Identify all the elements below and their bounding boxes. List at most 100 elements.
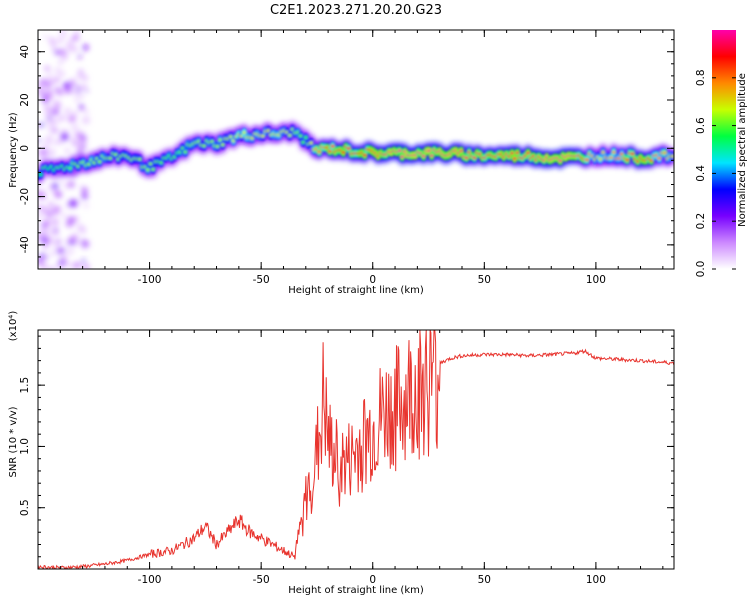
spectrogram-noise-speck [56, 238, 62, 245]
spectrogram-ridge-peak [512, 156, 517, 161]
spectrogram-ridge-peak [303, 135, 308, 140]
snr-x-tick-label: 0 [369, 574, 376, 586]
spectrogram-ridge-peak [526, 151, 531, 155]
spectrogram-noise-speck [73, 46, 79, 52]
spectrogram-noise-speck [54, 140, 59, 145]
spectrogram-ridge-peak [662, 151, 667, 155]
spectrogram-noise-speck [61, 53, 68, 60]
spectrogram-noise-speck [82, 231, 86, 235]
spectrogram-noise-speck [48, 201, 54, 207]
spectrogram-noise-speck [43, 188, 47, 193]
spectrogram-noise-speck [75, 239, 82, 246]
snr-x-tick-label: 100 [586, 574, 606, 586]
spectrogram-noise-speck [79, 104, 84, 109]
spectrogram-noise-speck [52, 183, 59, 190]
spectrogram-ridge-peak [108, 156, 113, 160]
spectrogram-noise-speck [79, 185, 84, 189]
spectrogram-noise-speck [72, 140, 77, 146]
colorbar-label: Normalized spectral amplitude [737, 73, 748, 227]
spectrogram-noise-speck [81, 84, 87, 90]
colorbar-tick-label: 0.0 [695, 261, 707, 278]
spectrogram-noise-speck [79, 134, 85, 139]
colorbar-ticks: 0.0 0.2 0.4 0.6 0.8 [695, 69, 736, 277]
spectrogram-x-tick-label: 0 [369, 274, 376, 286]
spectrogram-noise-speck [51, 107, 60, 116]
spectrogram-noise-speck [38, 152, 41, 157]
spectrogram-ridge-peak [584, 158, 589, 162]
spectrogram-noise-speck [58, 70, 66, 78]
spectrogram-noise-speck [83, 265, 88, 269]
spectrogram-noise-speck [69, 78, 76, 85]
spectrogram-ridge-peak [341, 150, 346, 154]
spectrogram-noise-speck [74, 30, 80, 35]
spectrogram-noise-speck [67, 114, 76, 123]
spectrogram-noise-speck [67, 180, 75, 188]
spectrogram-noise-speck [42, 93, 47, 99]
spectrogram-noise-speck [84, 109, 89, 114]
spectrogram-y-tick-label: -40 [19, 236, 31, 253]
spectrogram-ridge-peak [202, 144, 207, 148]
colorbar-tick-label: 0.6 [695, 117, 707, 134]
spectrogram-noise-speck [64, 222, 68, 227]
spectrogram-ridge-peak [515, 151, 520, 155]
snr-chart: -100 -50 0 50 100 0.5 1.0 1.5 Height of straig… [8, 311, 675, 596]
spectrogram-noise-speck [40, 253, 44, 257]
spectrogram-noise-speck [54, 49, 60, 56]
spectrogram-noise-speck [64, 107, 72, 115]
spectrogram-ridge-peak [657, 156, 662, 160]
snr-x-tick-label: 50 [478, 574, 491, 586]
spectrogram-noise-speck [56, 37, 63, 44]
spectrogram-noise-speck [56, 262, 64, 269]
spectrogram-noise-speck [61, 213, 66, 218]
colorbar-gradient [712, 30, 736, 269]
spectrogram-ridge-peak [509, 151, 514, 155]
spectrogram-y-ticks: -40 -20 0 20 40 [19, 39, 674, 270]
spectrogram-ridge-peak [151, 167, 156, 171]
spectrogram-noise-speck [44, 65, 50, 72]
spectrogram-noise-speck [74, 131, 82, 139]
spectrogram-noise-speck [47, 73, 53, 80]
spectrogram-noise-speck [84, 203, 89, 208]
spectrogram-noise-speck [75, 84, 80, 89]
spectrogram-noise-speck [73, 261, 81, 269]
spectrogram-noise-speck [61, 128, 66, 133]
spectrogram-noise-speck [65, 241, 70, 246]
spectrogram-ridge-peak [97, 160, 102, 164]
spectrogram-noise-speck [60, 132, 69, 141]
spectrogram-y-tick-label: -20 [19, 188, 31, 205]
spectrogram-ridge-peak [400, 155, 405, 159]
spectrogram-noise-speck [81, 258, 86, 263]
spectrogram-noise-speck [53, 205, 61, 214]
spectrogram-ridge-peak [330, 144, 335, 148]
spectrogram-noise-speck [82, 116, 90, 125]
spectrogram-noise-speck [41, 226, 49, 234]
spectrogram-x-tick-label: -100 [138, 274, 162, 286]
snr-y-label: SNR (10 * v/v) [8, 406, 19, 477]
spectrogram-noise-speck [77, 200, 82, 205]
spectrogram-noise-speck [45, 237, 52, 244]
snr-y-tick-label: 1.0 [19, 438, 31, 455]
spectrogram-noise-speck [72, 124, 79, 131]
spectrogram-noise-speck [64, 86, 73, 94]
spectrogram-noise-speck [76, 147, 81, 152]
spectrogram-ridge-peak [611, 150, 616, 154]
spectrogram-noise-speck [77, 54, 82, 59]
spectrogram-noise-speck [43, 34, 47, 39]
snr-marks [38, 330, 674, 569]
spectrogram-ridge-peak [630, 152, 635, 156]
spectrogram-noise-speck [72, 241, 76, 245]
spectrogram-noise-speck [61, 253, 68, 260]
spectrogram-ridge-peak [598, 157, 603, 161]
snr-y-multiplier: (x10⁴) [8, 311, 19, 342]
spectrogram-ridge-peak [464, 156, 469, 160]
colorbar-tick-label: 0.2 [695, 213, 707, 230]
snr-frame [37, 329, 675, 570]
spectrogram-noise-speck [80, 226, 86, 232]
spectrogram-x-ticks: -100 -50 0 50 100 [37, 30, 664, 286]
spectrogram-noise-speck [51, 218, 59, 226]
spectrogram-noise-speck [43, 138, 52, 147]
spectrogram-noise-speck [48, 118, 53, 123]
spectrogram-ridge-peak [215, 144, 220, 149]
spectrogram-ridge-peak [220, 143, 225, 147]
